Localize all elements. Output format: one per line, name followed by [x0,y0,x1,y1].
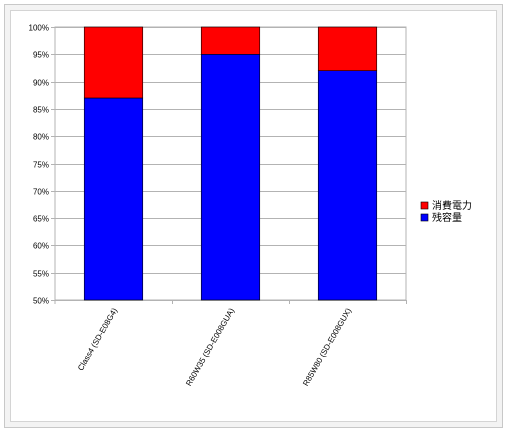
bar-power [317,26,378,71]
legend-entry-label: 残容量 [432,211,462,224]
y-tick-label: 80% [33,133,49,142]
bar-remaining [83,97,144,301]
y-tick-label: 60% [33,242,49,251]
y-tick-label: 85% [33,106,49,115]
y-tick-label: 90% [33,79,49,88]
x-category-labels: Class4 (SD-E08G4) R60W35 (SD-E008GUA) R85W… [76,306,353,387]
y-tick-label: 65% [33,215,49,224]
x-category-label: R85W80 (SD-E008GUX) [301,306,353,387]
legend-swatch [420,213,429,222]
y-tick-label: 95% [33,51,49,60]
legend-entry-label: 消費電力 [432,199,472,212]
y-tick-label: 70% [33,188,49,197]
x-category-label: R60W35 (SD-E008GUA) [184,306,236,387]
axes [51,27,407,304]
y-tick-label: 75% [33,161,49,170]
y-tick-label: 100% [29,24,49,33]
bar-remaining [200,53,261,301]
legend-swatch [420,201,429,210]
bars [83,26,378,301]
bar-power [83,26,144,99]
y-tick-label: 55% [33,270,49,279]
bar-remaining [317,70,378,301]
y-tick-labels: 50% 55% 60% 65% 70% 75% 80% 85% 90% 95% 100% [29,24,49,306]
y-tick-label: 50% [33,297,49,306]
x-category-label: Class4 (SD-E08G4) [76,306,119,372]
bar-power [200,26,261,55]
